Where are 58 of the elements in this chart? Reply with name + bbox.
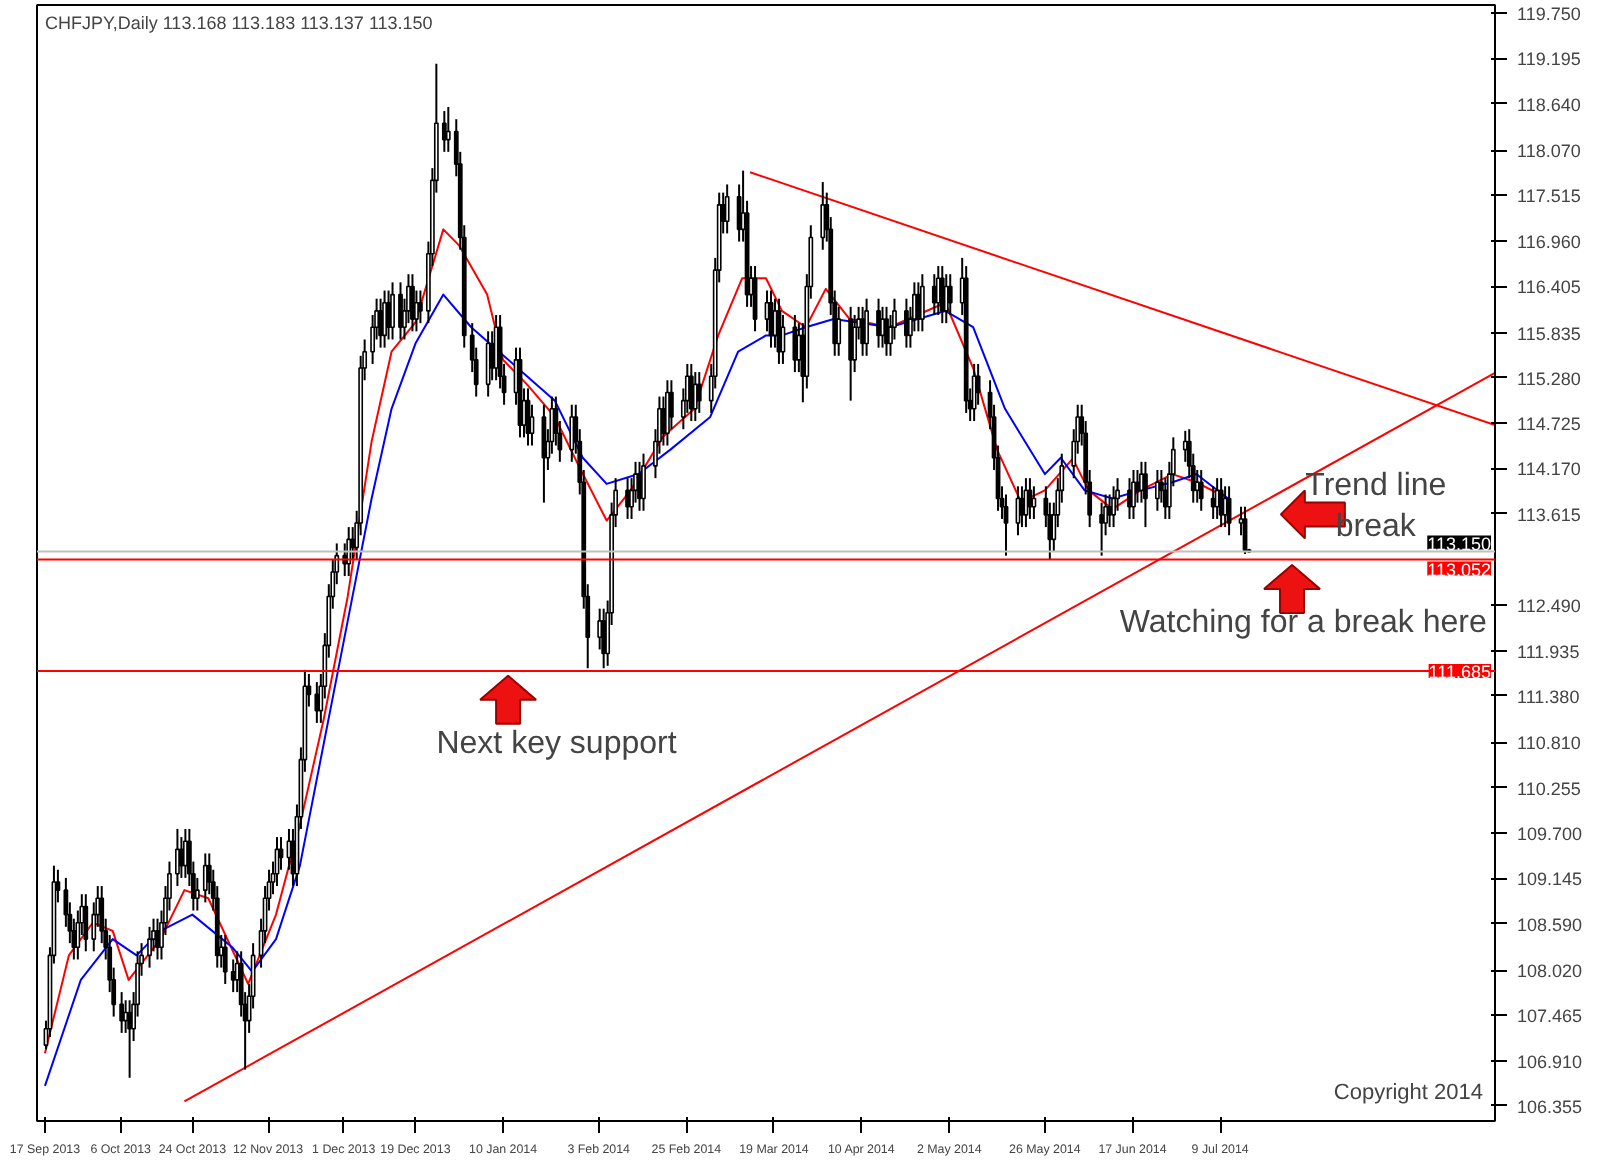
y-tick-label: 118.070 [1517,141,1581,162]
y-tick-label: 119.195 [1517,49,1581,70]
y-tick-label: 115.835 [1517,323,1581,344]
candlestick [943,273,949,325]
y-tick-label: 118.640 [1517,94,1581,115]
y-tick-label: 110.810 [1517,733,1581,754]
candlestick [904,297,909,349]
candlestick [390,281,395,341]
y-tick-label: 114.725 [1517,414,1581,435]
ref-line-label: 113.052 [1427,559,1492,580]
y-tick-label: 106.355 [1517,1096,1583,1117]
y-tick-label: 114.170 [1517,459,1581,480]
candlestick [485,330,491,398]
ref-line-label: 113.150 [1427,533,1492,554]
y-tick-label: 116.405 [1517,277,1581,298]
annotation: Watching for a break here [1119,606,1487,641]
candlestick [696,371,702,414]
y-tick-label: 106.910 [1517,1051,1583,1072]
y-tick-label: 113.615 [1517,504,1581,525]
candlestick [864,297,869,357]
y-tick-label: 109.700 [1517,824,1583,845]
candlestick [410,273,415,333]
candlestick [83,893,89,953]
annotation: Next key support [436,726,678,761]
y-tick-label: 111.380 [1517,686,1580,707]
candlestick [1155,469,1160,512]
y-tick-label: 119.750 [1517,4,1581,25]
y-tick-label: 108.020 [1517,961,1583,982]
y-tick-label: 116.960 [1517,231,1581,252]
candlestick [1143,460,1148,529]
candlestick [398,281,403,341]
candlestick [1131,469,1136,520]
ref-line-label: 111.685 [1428,662,1492,683]
y-tick-label: 108.590 [1517,914,1583,935]
annotation: Copyright 2014 [1333,1081,1484,1105]
candlestick [665,379,670,447]
candlestick [919,273,925,333]
candlestick [876,297,881,349]
y-tick-label: 111.935 [1517,641,1580,662]
candlestick [202,852,208,904]
candlestick [792,314,798,374]
candlestick [688,362,694,423]
candlestick [147,925,152,969]
y-tick-label: 117.515 [1517,186,1581,207]
y-tick-label: 109.145 [1517,869,1583,890]
candlestick [1218,477,1224,529]
y-tick-label: 115.280 [1517,368,1581,389]
y-tick-label: 107.465 [1517,1006,1583,1027]
candlestick [947,273,953,316]
candlestick [1111,485,1116,529]
candlestick [692,371,698,423]
candlestick [939,265,945,325]
candlestick [641,452,646,512]
candlestick [1198,469,1204,512]
candlestick [884,305,889,357]
chart-title: CHFJPY,Daily 113.168 113.183 113.137 113.150 [45,13,433,33]
y-tick-label: 112.490 [1517,596,1581,617]
y-tick-label: 110.255 [1517,778,1581,799]
